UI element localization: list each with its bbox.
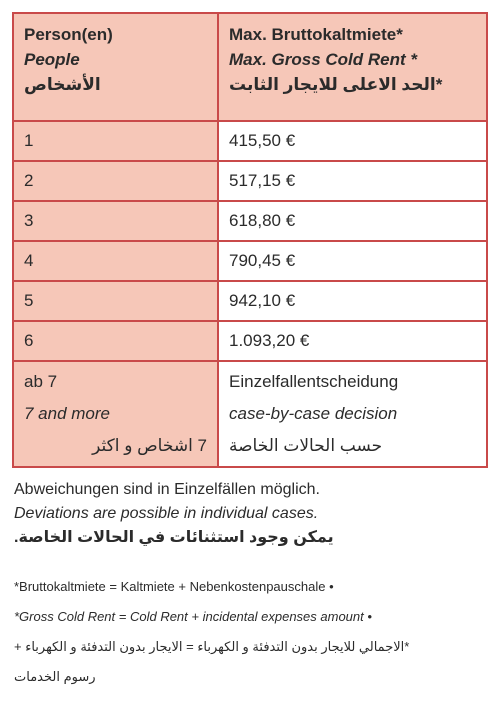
note-ar: يمكن وجود استثنائات في الحالات الخاصة. xyxy=(14,529,334,546)
persons-cell: 4 xyxy=(12,240,219,282)
table-row: 2 517,15 € xyxy=(12,160,488,202)
persons-cell: 2 xyxy=(12,160,219,202)
header-persons-en: People xyxy=(24,50,80,69)
footnote-de: *Bruttokaltmiete = Kaltmiete + Nebenkost… xyxy=(14,579,334,594)
header-persons-cell: Person(en) People الأشخاص xyxy=(12,12,219,122)
persons-cell: 6 xyxy=(12,320,219,362)
rent-seven-plus-ar: حسب الحالات الخاصة xyxy=(229,436,383,455)
header-persons-de: Person(en) xyxy=(24,25,113,44)
header-rent-cell: Max. Bruttokaltmiete* Max. Gross Cold Re… xyxy=(217,12,488,122)
table-row: 6 1.093,20 € xyxy=(12,320,488,362)
rent-table: Person(en) People الأشخاص Max. Bruttokal… xyxy=(12,12,488,468)
rent-cell: 415,50 € xyxy=(217,120,488,162)
rent-seven-plus-en: case-by-case decision xyxy=(229,404,398,423)
rent-cell: 790,45 € xyxy=(217,240,488,282)
footnote-en: *Gross Cold Rent = Cold Rent + incidenta… xyxy=(14,609,372,624)
rent-seven-plus-de: Einzelfallentscheidung xyxy=(229,372,399,391)
note-de: Abweichungen sind in Einzelfällen möglic… xyxy=(14,481,320,498)
note-en: Deviations are possible in individual ca… xyxy=(14,505,319,522)
header-rent-de: Max. Bruttokaltmiete* xyxy=(229,25,403,44)
persons-seven-plus-cell: ab 7 7 and more 7 اشخاص و اكثر xyxy=(12,360,219,468)
table-header-row: Person(en) People الأشخاص Max. Bruttokal… xyxy=(12,12,488,122)
footnote-ar-line1: *الاجمالي للايجار بدون التدفئة و الكهربا… xyxy=(14,639,410,654)
rent-cell: 517,15 € xyxy=(217,160,488,202)
table-row-seven-plus: ab 7 7 and more 7 اشخاص و اكثر Einzelfal… xyxy=(12,360,488,468)
table-row: 1 415,50 € xyxy=(12,120,488,162)
rent-seven-plus-cell: Einzelfallentscheidung case-by-case deci… xyxy=(217,360,488,468)
persons-cell: 5 xyxy=(12,280,219,322)
table-row: 3 618,80 € xyxy=(12,200,488,242)
rent-cell: 942,10 € xyxy=(217,280,488,322)
header-persons-ar: الأشخاص xyxy=(24,75,101,94)
footnotes: *Bruttokaltmiete = Kaltmiete + Nebenkost… xyxy=(14,572,486,692)
persons-seven-plus-ar: 7 اشخاص و اكثر xyxy=(92,436,207,455)
persons-seven-plus-de: ab 7 xyxy=(24,372,58,391)
persons-seven-plus-en: 7 and more xyxy=(24,404,110,423)
table-row: 4 790,45 € xyxy=(12,240,488,282)
persons-cell: 1 xyxy=(12,120,219,162)
table-row: 5 942,10 € xyxy=(12,280,488,322)
rent-cell: 1.093,20 € xyxy=(217,320,488,362)
persons-cell: 3 xyxy=(12,200,219,242)
rent-cell: 618,80 € xyxy=(217,200,488,242)
footnote-ar-line2: رسوم الخدمات xyxy=(14,669,96,684)
header-rent-ar: *الحد الاعلى للايجار الثابت xyxy=(229,75,443,94)
header-rent-en: Max. Gross Cold Rent * xyxy=(229,50,417,69)
deviation-notes: Abweichungen sind in Einzelfällen möglic… xyxy=(14,478,486,550)
